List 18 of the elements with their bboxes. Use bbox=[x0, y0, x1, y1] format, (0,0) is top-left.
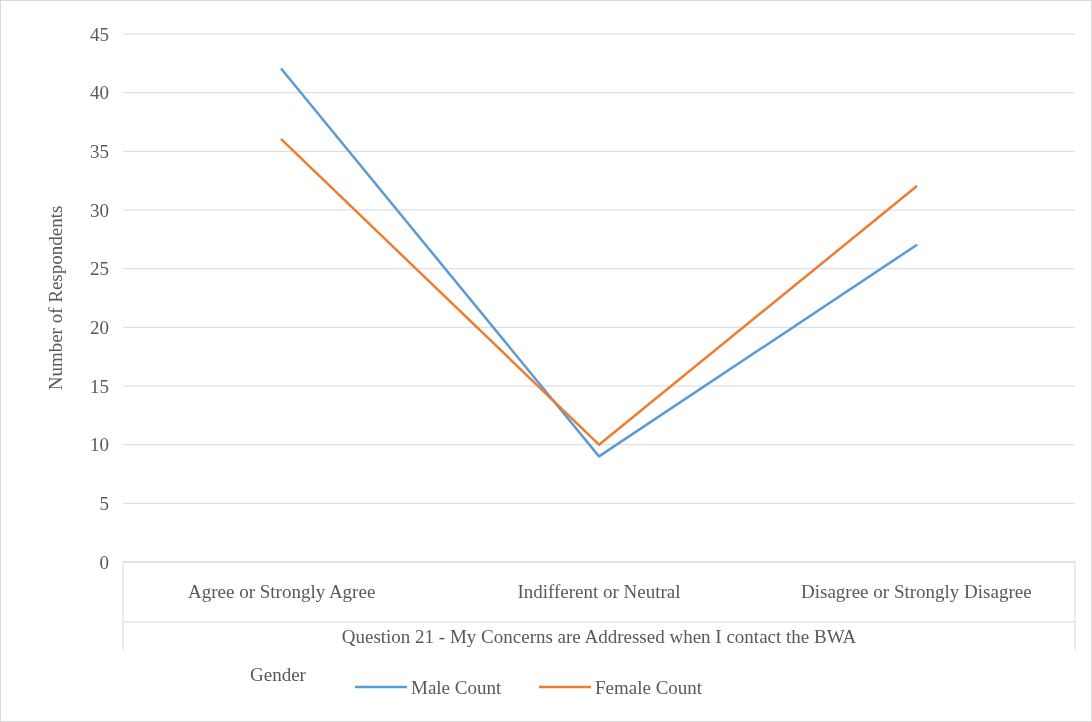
y-tick-label: 45 bbox=[90, 23, 109, 45]
y-tick-label: 10 bbox=[90, 434, 109, 456]
y-tick-label: 0 bbox=[99, 551, 109, 573]
x-tick-label: Agree or Strongly Agree bbox=[188, 581, 376, 602]
legend-label: Female Count bbox=[595, 676, 703, 698]
y-tick-label: 5 bbox=[99, 492, 109, 514]
x-tick-label: Disagree or Strongly Disagree bbox=[801, 581, 1032, 602]
y-tick-label: 15 bbox=[90, 375, 109, 397]
y-axis-title: Number of Respondents bbox=[45, 205, 66, 391]
x-axis-title: Question 21 - My Concerns are Addressed when I contact the BWA bbox=[341, 626, 857, 647]
y-tick-label: 35 bbox=[90, 140, 109, 162]
legend-title: Gender bbox=[250, 664, 307, 685]
y-tick-label: 20 bbox=[90, 316, 109, 338]
legend-label: Male Count bbox=[411, 676, 502, 698]
y-tick-label: 40 bbox=[90, 82, 109, 104]
y-tick-label: 25 bbox=[90, 258, 109, 280]
x-tick-label: Indifferent or Neutral bbox=[517, 581, 681, 602]
y-tick-label: 30 bbox=[90, 199, 109, 221]
